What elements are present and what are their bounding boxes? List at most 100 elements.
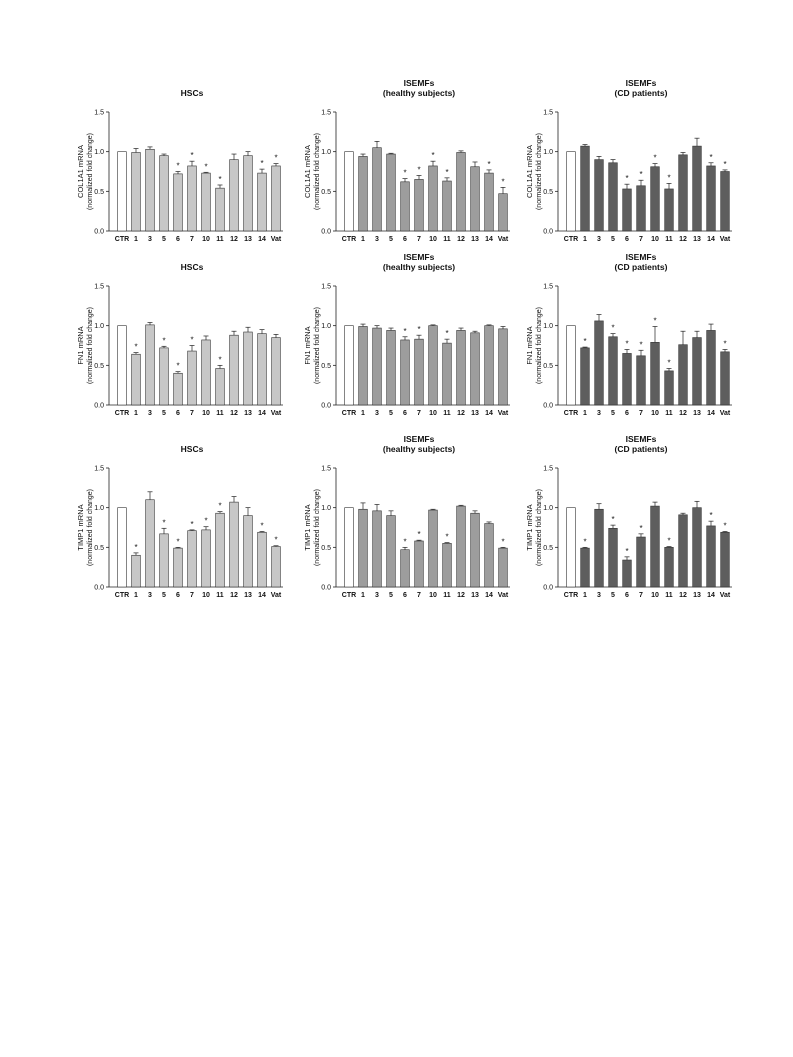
significance-star: * (403, 327, 406, 336)
x-tick-label: 14 (485, 236, 493, 243)
y-axis-label: (normalized fold change) (87, 307, 94, 384)
y-axis-label: FN1 mRNA (303, 326, 312, 364)
x-tick-label: 11 (216, 410, 224, 417)
y-tick-label: 0.5 (94, 545, 104, 552)
bar-12 (456, 505, 466, 588)
significance-star: * (501, 177, 504, 186)
y-axis-label: TIMP1 mRNA (525, 504, 534, 550)
x-tick-label: Vat (271, 236, 282, 243)
bar-6 (173, 173, 183, 232)
y-axis-label: FN1 mRNA (525, 326, 534, 364)
bar-11 (664, 188, 674, 232)
bar-14 (484, 523, 494, 588)
bar-6 (622, 188, 632, 232)
bar-5 (608, 336, 618, 406)
bar-6 (400, 549, 410, 588)
x-tick-label: 7 (417, 410, 421, 417)
y-tick-label: 0.0 (94, 229, 104, 236)
chart-panel-9: ISEMFs(CD patients) TIMP1 mRNA (normalized… (525, 434, 732, 599)
y-tick-label: 0.0 (321, 585, 331, 592)
bar-14 (706, 525, 716, 588)
bar-7 (636, 536, 646, 588)
x-tick-label: 6 (625, 410, 629, 417)
y-tick-label: 1.5 (94, 284, 104, 291)
y-axis-label: TIMP1 mRNA (303, 504, 312, 550)
x-tick-label: 3 (597, 410, 601, 417)
bar-12 (229, 334, 239, 406)
bar-13 (692, 507, 702, 588)
bar-CTR (117, 325, 127, 406)
x-tick-label: 13 (471, 236, 479, 243)
significance-star: * (501, 537, 504, 546)
significance-star: * (639, 340, 642, 349)
bar-11 (215, 512, 225, 588)
x-tick-label: 7 (639, 236, 643, 243)
significance-star: * (204, 517, 207, 526)
bar-3 (372, 327, 382, 406)
bar-13 (470, 512, 480, 588)
bar-12 (678, 514, 688, 588)
x-tick-label: 10 (429, 410, 437, 417)
x-tick-label: 5 (162, 410, 166, 417)
bar-5 (386, 515, 396, 588)
x-tick-label: 11 (665, 410, 673, 417)
chart-panel-4: HSCs FN1 mRNA (normalized fold change) 0.0 0… (76, 262, 283, 417)
chart-title: ISEMFs (626, 78, 657, 88)
bar-12 (456, 330, 466, 406)
y-tick-label: 1.0 (321, 323, 331, 330)
y-tick-label: 1.0 (94, 149, 104, 156)
bar-Vat (271, 546, 281, 588)
x-tick-label: 1 (583, 236, 587, 243)
bar-6 (622, 353, 632, 406)
x-tick-label: 13 (244, 410, 252, 417)
bar-7 (187, 530, 197, 588)
x-tick-label: 1 (361, 410, 365, 417)
significance-star: * (487, 160, 490, 169)
y-tick-label: 1.5 (94, 466, 104, 473)
x-tick-label: CTR (342, 410, 356, 417)
x-tick-label: CTR (342, 592, 356, 599)
significance-star: * (190, 336, 193, 345)
bar-Vat (720, 351, 730, 406)
significance-star: * (583, 537, 586, 546)
x-tick-label: 14 (485, 410, 493, 417)
x-tick-label: 3 (148, 410, 152, 417)
x-tick-label: CTR (115, 236, 129, 243)
chart-panel-5: ISEMFs(healthy subjects) FN1 mRNA (normali… (303, 252, 510, 417)
x-tick-label: 11 (665, 236, 673, 243)
bar-13 (243, 515, 253, 588)
bar-CTR (344, 507, 354, 588)
y-axis-label: COL1A1 mRNA (303, 145, 312, 198)
bar-CTR (344, 325, 354, 406)
bar-5 (386, 153, 396, 232)
y-tick-label: 1.0 (94, 323, 104, 330)
chart-title: (CD patients) (615, 262, 668, 272)
x-tick-label: 14 (707, 592, 715, 599)
y-tick-label: 0.5 (543, 189, 553, 196)
bar-12 (229, 159, 239, 232)
significance-star: * (653, 154, 656, 163)
x-tick-label: 1 (361, 236, 365, 243)
x-tick-label: 12 (457, 410, 465, 417)
bar-CTR (117, 507, 127, 588)
x-tick-label: Vat (720, 592, 731, 599)
bar-5 (386, 330, 396, 406)
y-axis-label: (normalized fold change) (314, 489, 321, 566)
significance-star: * (667, 173, 670, 182)
significance-star: * (611, 515, 614, 524)
bar-CTR (344, 151, 354, 232)
x-tick-label: 12 (679, 592, 687, 599)
bar-1 (358, 508, 368, 588)
significance-star: * (625, 547, 628, 556)
y-tick-label: 0.5 (321, 545, 331, 552)
x-tick-label: 6 (625, 236, 629, 243)
x-tick-label: 7 (417, 236, 421, 243)
y-axis-label: COL1A1 mRNA (525, 145, 534, 198)
chart-panel-8: ISEMFs(healthy subjects) TIMP1 mRNA (norma… (303, 434, 510, 599)
bar-6 (173, 547, 183, 588)
y-tick-label: 0.5 (543, 545, 553, 552)
bar-13 (243, 331, 253, 406)
bar-3 (372, 147, 382, 232)
bar-13 (470, 166, 480, 232)
